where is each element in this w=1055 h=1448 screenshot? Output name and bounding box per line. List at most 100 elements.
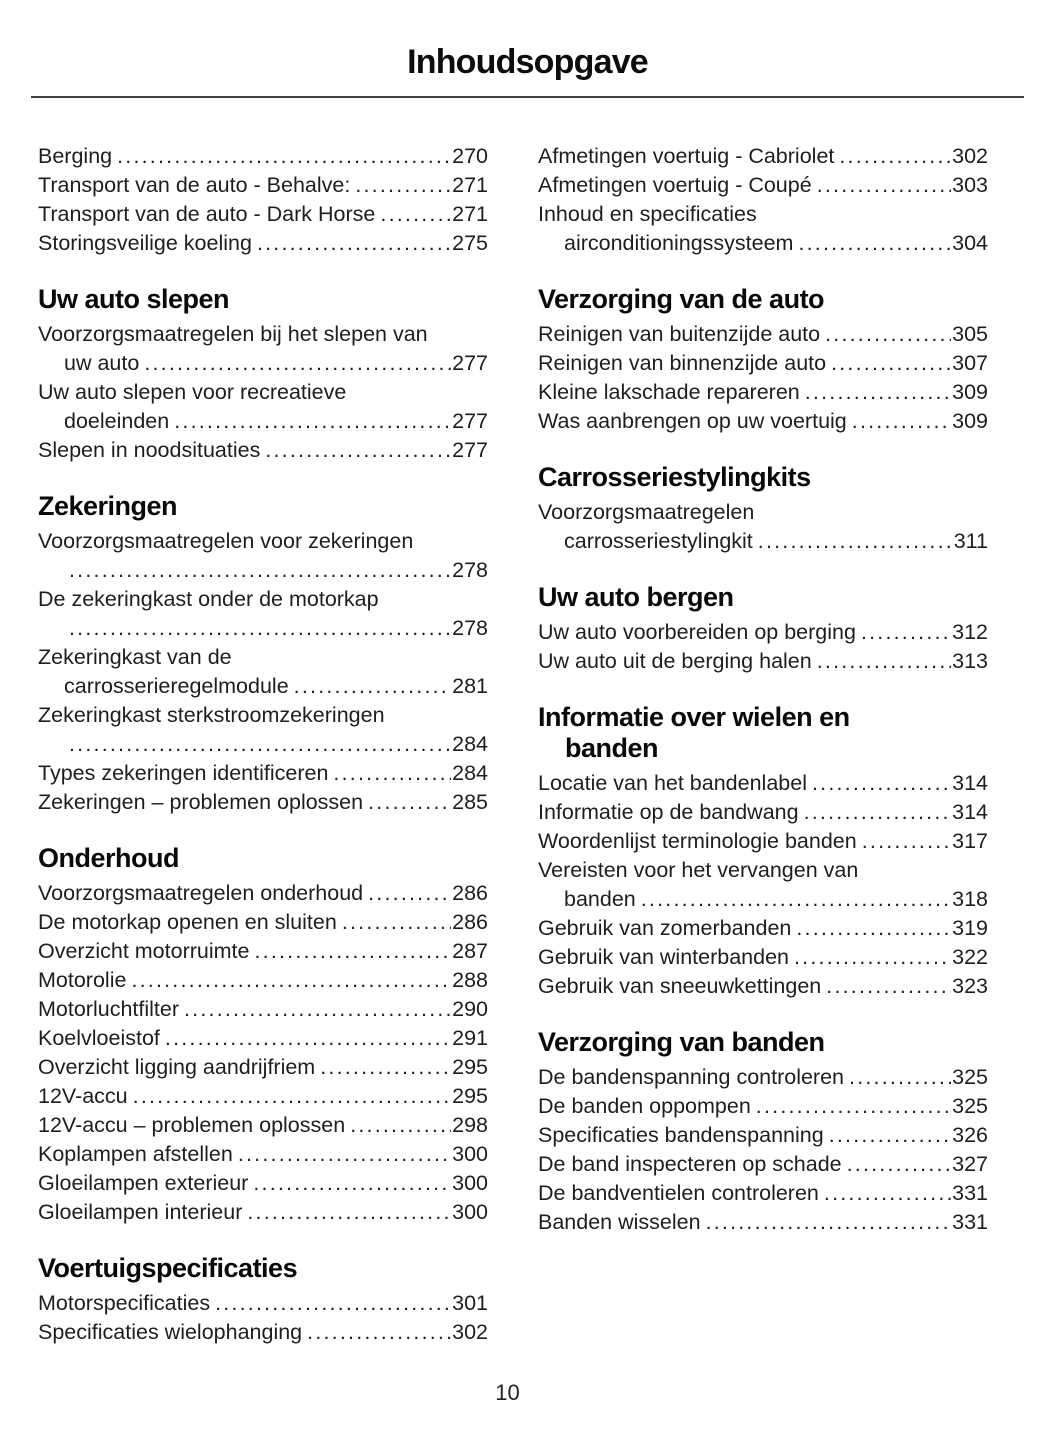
toc-entry: Koelvloeistof 291	[38, 1024, 488, 1053]
toc-entry: Gebruik van winterbanden 322	[538, 943, 988, 972]
toc-entry-line: Transport van de auto - Dark Horse 271	[38, 200, 488, 229]
toc-section-heading-line: Uw auto slepen	[38, 284, 230, 314]
toc-entry-page: 271	[452, 202, 488, 226]
toc-entry-line: 284	[38, 730, 488, 759]
toc-entry: Uw auto uit de berging halen 313	[538, 647, 988, 676]
toc-entry: Slepen in noodsituaties 277	[38, 436, 488, 465]
toc-entry-line: Afmetingen voertuig - Coupé 303	[538, 171, 988, 200]
toc-entry-page: 304	[952, 231, 988, 255]
toc-entry-line: Berging 270	[38, 142, 488, 171]
toc-entry-label: Overzicht motorruimte	[38, 939, 250, 963]
toc-entry-line: Koplampen afstellen 300	[38, 1140, 488, 1169]
toc-entry-page: 319	[952, 916, 988, 940]
toc-entry-label: Afmetingen voertuig - Cabriolet	[538, 144, 835, 168]
toc-entry-line: carrosserieregelmodule 281	[38, 672, 488, 701]
toc-entry-label: Specificaties bandenspanning	[538, 1123, 824, 1147]
toc-section-heading: Uw auto bergen	[538, 582, 988, 613]
toc-entry: Motorspecificaties 301	[38, 1289, 488, 1318]
toc-section-heading-line: banden	[565, 733, 659, 763]
toc-entry-label: Banden wisselen	[538, 1210, 701, 1234]
toc-entry-line: Voorzorgsmaatregelen	[538, 498, 988, 527]
toc-entry-label: Zekeringkast van de	[38, 645, 232, 669]
toc-entry-label: Voorzorgsmaatregelen	[538, 500, 755, 524]
toc-entry-label: Informatie op de bandwang	[538, 800, 799, 824]
dot-leader	[133, 1082, 451, 1111]
toc-entry-label: Woordenlijst terminologie banden	[538, 829, 857, 853]
dot-leader	[798, 229, 951, 258]
toc-entry-line: Gebruik van winterbanden 322	[538, 943, 988, 972]
dot-leader	[861, 618, 951, 647]
toc-entry-label: Berging	[38, 144, 113, 168]
toc-entry-page: 307	[952, 351, 988, 375]
dot-leader	[342, 908, 451, 937]
toc-section-heading-line: Onderhoud	[38, 843, 179, 873]
toc-entry-line: De bandenspanning controleren 325	[538, 1063, 988, 1092]
toc-section-heading-line: Verzorging van de auto	[538, 284, 825, 314]
toc-column-left: Berging 270 Transport van de auto - Behalv…	[38, 142, 488, 1347]
toc-entry-label: Transport van de auto - Behalve:	[38, 173, 351, 197]
toc-entry-page: 317	[952, 829, 988, 853]
toc-entry: Inhoud en specificaties airconditioningss…	[538, 200, 988, 258]
toc-entry-page: 285	[452, 790, 488, 814]
toc-entry-page: 325	[952, 1065, 988, 1089]
dot-leader	[257, 229, 451, 258]
toc-entry: Storingsveilige koeling 275	[38, 229, 488, 258]
toc-entry-line: De bandventielen controleren 331	[538, 1179, 988, 1208]
toc-entry: Voorzorgsmaatregelen carrosseriestylingki…	[538, 498, 988, 556]
toc-entry: Gebruik van sneeuwkettingen 323	[538, 972, 988, 1001]
toc-entry-label: Transport van de auto - Dark Horse	[38, 202, 376, 226]
toc-entry-label: Slepen in noodsituaties	[38, 438, 261, 462]
dot-leader	[165, 1024, 451, 1053]
toc-entry-label: Zekeringen – problemen oplossen	[38, 790, 364, 814]
toc-entry-label: Voorzorgsmaatregelen voor zekeringen	[38, 529, 414, 553]
dot-leader	[265, 436, 451, 465]
page-title: Inhoudsopgave	[407, 43, 649, 81]
toc-section-heading: Uw auto slepen	[38, 284, 488, 315]
toc-entry-label: airconditioningssysteem	[564, 231, 794, 255]
dot-leader	[831, 349, 951, 378]
toc-entry-line: Banden wisselen 331	[538, 1208, 988, 1237]
dot-leader	[849, 1063, 951, 1092]
toc-entry-page: 281	[452, 674, 488, 698]
toc-section: Verzorging van de auto Reinigen van buite…	[538, 284, 988, 436]
toc-entry-page: 277	[452, 438, 488, 462]
toc-entry: Berging 270	[38, 142, 488, 171]
dot-leader	[805, 378, 951, 407]
toc-entry-label: Afmetingen voertuig - Coupé	[538, 173, 812, 197]
toc-entry-line: carrosseriestylingkit 311	[538, 527, 988, 556]
dot-leader	[817, 171, 951, 200]
toc-entry: Gebruik van zomerbanden 319	[538, 914, 988, 943]
toc-entry-label: Voorzorgsmaatregelen bij het slepen van	[38, 322, 428, 346]
toc-entry-page: 326	[952, 1123, 988, 1147]
dot-leader	[368, 788, 451, 817]
toc-entry-page: 312	[952, 620, 988, 644]
dot-leader	[69, 614, 451, 643]
toc-entry-line: 278	[38, 614, 488, 643]
toc-entry-page: 288	[452, 968, 488, 992]
toc-entry: Voorzorgsmaatregelen bij het slepen van u…	[38, 320, 488, 378]
toc-entry-line: 12V-accu – problemen oplossen 298	[38, 1111, 488, 1140]
toc-entry-line: De banden oppompen 325	[538, 1092, 988, 1121]
toc-entry-line: Zekeringkast sterkstroomzekeringen	[38, 701, 488, 730]
toc-entry: De zekeringkast onder de motorkap 278	[38, 585, 488, 643]
toc-entry: Locatie van het bandenlabel 314	[538, 769, 988, 798]
dot-leader	[69, 556, 451, 585]
toc-entry-line: De band inspecteren op schade 327	[538, 1150, 988, 1179]
toc-entry-page: 271	[452, 173, 488, 197]
toc-entry: Overzicht motorruimte 287	[38, 937, 488, 966]
toc-section-heading-line: Zekeringen	[38, 491, 178, 521]
toc-entry-label: De band inspecteren op schade	[538, 1152, 842, 1176]
toc-entry: Specificaties wielophanging 302	[38, 1318, 488, 1347]
toc-entry-line: Storingsveilige koeling 275	[38, 229, 488, 258]
toc-entry-line: Overzicht motorruimte 287	[38, 937, 488, 966]
toc-section: Carrosseriestylingkits Voorzorgsmaatregel…	[538, 462, 988, 556]
toc-section-heading: Informatie over wielen en banden	[538, 702, 988, 764]
toc-entry: De band inspecteren op schade 327	[538, 1150, 988, 1179]
dot-leader	[254, 937, 451, 966]
toc-section-heading: Voertuigspecificaties	[38, 1253, 488, 1284]
toc-entry-label: Overzicht ligging aandrijfriem	[38, 1055, 316, 1079]
toc-entry-line: 278	[38, 556, 488, 585]
toc-entry-label: 12V-accu – problemen oplossen	[38, 1113, 346, 1137]
toc-entry-line: doeleinden 277	[38, 407, 488, 436]
dot-leader	[824, 1179, 951, 1208]
